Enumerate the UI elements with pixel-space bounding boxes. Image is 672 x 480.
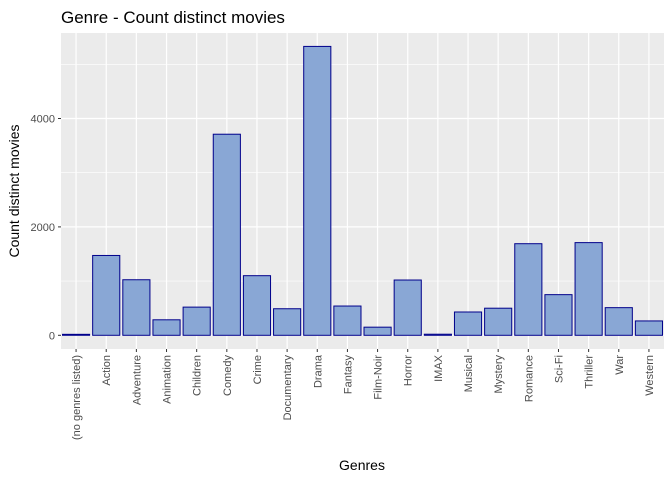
- x-tick-label: Drama: [312, 354, 324, 388]
- bar: [303, 45, 332, 336]
- x-tick-label: Romance: [523, 355, 535, 402]
- bar: [453, 311, 483, 336]
- bar: [242, 275, 272, 336]
- plot-panel: [61, 33, 664, 349]
- bar: [544, 294, 573, 336]
- x-tick-label: Film-Noir: [373, 355, 385, 400]
- x-tick-label: War: [614, 355, 626, 375]
- x-tick-label: Documentary: [282, 355, 294, 421]
- bar: [182, 306, 211, 336]
- x-tick-label: Animation: [162, 355, 174, 404]
- x-tick-label: Action: [101, 355, 113, 386]
- bar: [484, 307, 513, 336]
- x-tick-label: Thriller: [584, 355, 596, 389]
- bar: [393, 279, 422, 336]
- x-tick-label: Children: [192, 355, 204, 396]
- bars: [62, 45, 663, 336]
- x-axis-title: Genres: [339, 457, 385, 473]
- bar: [634, 320, 663, 336]
- y-axis-title: Count distinct movies: [6, 124, 22, 257]
- x-tick-label: Sci-Fi: [553, 355, 565, 383]
- y-tick-label: 2000: [31, 222, 55, 234]
- bar: [574, 242, 603, 336]
- bar: [152, 319, 181, 336]
- bar: [363, 326, 392, 336]
- x-tick-label: Fantasy: [342, 355, 354, 395]
- x-tick-label: IMAX: [433, 354, 445, 382]
- x-tick-label: Mystery: [493, 355, 505, 394]
- x-tick-label: Comedy: [222, 355, 234, 396]
- bar: [273, 308, 302, 336]
- bar: [62, 333, 91, 336]
- x-axis: (no genres listed) Action Adventure Animati…: [71, 349, 656, 440]
- bar: [333, 305, 362, 336]
- bar: [122, 279, 151, 336]
- bar: [423, 333, 452, 336]
- chart-title: Genre - Count distinct movies: [61, 8, 285, 27]
- x-tick-label: Musical: [463, 355, 475, 392]
- y-axis: 0 2000 4000: [31, 114, 61, 342]
- x-tick-label: Western: [644, 355, 656, 396]
- grid-minor: [61, 64, 664, 282]
- x-tick-label: (no genres listed): [71, 355, 83, 440]
- bar: [212, 133, 241, 336]
- bar: [92, 254, 121, 336]
- bar: [604, 307, 633, 336]
- y-tick-label: 4000: [31, 114, 55, 126]
- x-tick-label: Horror: [403, 355, 415, 387]
- x-tick-label: Adventure: [131, 355, 143, 405]
- y-tick-label: 0: [49, 330, 55, 342]
- bar: [514, 243, 543, 336]
- x-tick-label: Crime: [252, 355, 264, 384]
